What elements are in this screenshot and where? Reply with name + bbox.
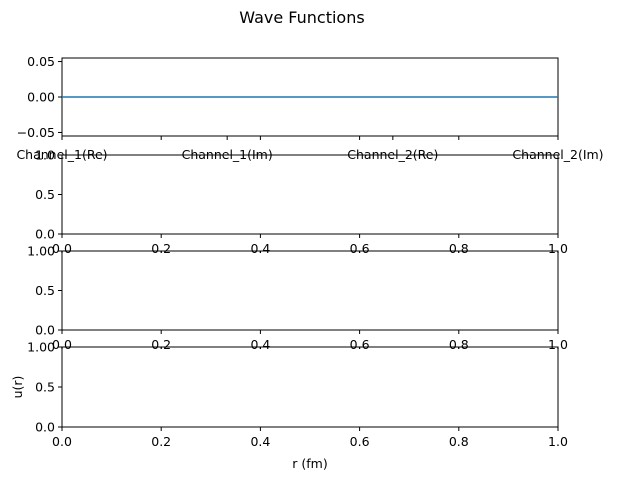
x-tick-label: 0.2 (151, 434, 171, 449)
axes-frame (61, 346, 559, 428)
y-tick-label: −0.05 (17, 125, 55, 140)
subplot-2: 0.0 0.5 1.0 0.0 0.2 0.4 0.6 0.8 1.0 (35, 148, 568, 257)
y-axis-label: u(r) (10, 376, 25, 399)
x-tick-label: 0.4 (250, 241, 270, 256)
x-tick-label: 1.0 (548, 241, 568, 256)
y-tick-label: 0.0 (35, 227, 55, 242)
x-tick-label: 0.6 (350, 241, 370, 256)
y-tick-label: 0.00 (27, 90, 55, 105)
y-tick-label: 0.0 (35, 420, 55, 435)
x-tick-label: 0.8 (449, 337, 469, 352)
x-tick-label: 0.0 (52, 434, 72, 449)
subplot-3: 0.00.51.000.0 0.2 0.4 0.6 0.8 1.0 (27, 244, 568, 353)
x-tick-label: 1.0 (548, 434, 568, 449)
y-tick-label: 0.5 (35, 187, 55, 202)
x-tick-label: 0.0 (52, 337, 72, 352)
x-tick-label: 0.6 (350, 434, 370, 449)
axes-frame (61, 250, 559, 331)
y-tick-label: 1.0 (35, 148, 55, 163)
axes-frame (61, 154, 559, 235)
x-tick-label: 0.4 (250, 434, 270, 449)
x-tick-label: 1.0 (548, 337, 568, 352)
y-tick-label: 1.00 (27, 244, 55, 259)
y-tick-label: 0.0 (35, 323, 55, 338)
y-tick-label: 1.00 (27, 340, 55, 355)
y-tick-label: 0.5 (35, 283, 55, 298)
x-tick-label: 0.0 (52, 241, 72, 256)
x-tick-label: 0.4 (250, 337, 270, 352)
x-tick-label: 0.2 (151, 241, 171, 256)
x-axis-label: r (fm) (292, 456, 327, 471)
subplot-4: 0.00.51.000.0 0.2 0.4 0.6 0.8 1.0r (fm)u(r) (10, 340, 568, 472)
figure-title: Wave Functions (239, 8, 364, 27)
x-tick-label: 0.8 (449, 434, 469, 449)
x-tick-label: 0.8 (449, 241, 469, 256)
x-tick-label: 0.2 (151, 337, 171, 352)
x-tick-label: 0.6 (350, 337, 370, 352)
y-tick-label: 0.5 (35, 380, 55, 395)
y-tick-label: 0.05 (27, 54, 55, 69)
